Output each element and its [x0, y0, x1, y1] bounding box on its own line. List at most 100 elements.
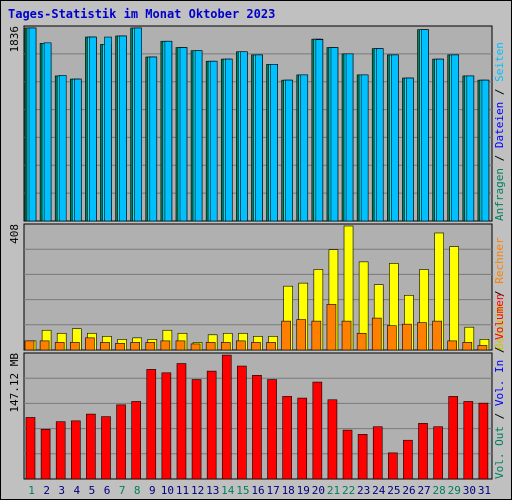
bar-volumen-day-11 — [176, 363, 187, 480]
bar-rechner-day-28 — [432, 320, 442, 351]
legend-entry: Vol. In — [493, 360, 506, 406]
bar-seiten-day-20 — [315, 39, 324, 222]
bar-volumen-day-12 — [191, 379, 202, 480]
bar-besuche-day-29 — [449, 246, 460, 351]
ylabel-visits: 408 — [8, 224, 21, 244]
bar-rechner-day-11 — [175, 340, 186, 351]
bar-rechner-day-30 — [462, 342, 473, 351]
bar-volumen-day-9 — [146, 369, 157, 480]
requests-bars — [24, 27, 490, 222]
bar-rechner-day-14 — [220, 342, 231, 351]
x-tick-label: 2 — [43, 484, 50, 497]
panel-visits — [23, 223, 493, 351]
bar-volumen-day-4 — [70, 420, 81, 480]
bar-volumen-day-26 — [403, 439, 413, 480]
x-tick-label: 29 — [448, 484, 461, 497]
bar-rechner-day-16 — [251, 342, 261, 351]
x-tick-label: 19 — [297, 484, 310, 497]
legend-entry: Rechner — [493, 237, 506, 284]
bar-rechner-day-17 — [266, 342, 276, 351]
bar-volumen-day-23 — [357, 434, 368, 480]
bar-seiten-day-29 — [451, 54, 460, 222]
x-tick-label: 1 — [28, 484, 35, 497]
x-tick-label: 5 — [89, 484, 96, 497]
volume-bars — [25, 354, 489, 480]
legend-entry: / — [493, 148, 506, 168]
bar-seiten-day-5 — [89, 36, 97, 222]
bar-volumen-day-6 — [101, 416, 111, 480]
x-tick-label: 20 — [312, 484, 325, 497]
bar-rechner-day-8 — [130, 342, 140, 351]
bar-rechner-day-20 — [311, 320, 322, 351]
bar-volumen-day-31 — [478, 402, 489, 480]
bar-volumen-day-7 — [116, 404, 126, 480]
x-tick-label: 13 — [206, 484, 219, 497]
x-tick-label: 12 — [191, 484, 204, 497]
bar-seiten-day-17 — [270, 64, 278, 222]
bar-seiten-day-21 — [330, 47, 339, 222]
bar-rechner-day-27 — [417, 322, 427, 351]
x-tick-label: 26 — [402, 484, 415, 497]
legend-entry: / — [493, 284, 506, 304]
bar-rechner-day-2 — [39, 340, 50, 351]
bar-seiten-day-30 — [466, 75, 475, 222]
bar-seiten-day-28 — [436, 58, 444, 222]
bar-volumen-day-10 — [161, 372, 172, 480]
bar-volumen-day-30 — [463, 401, 474, 480]
x-tick-label: 16 — [251, 484, 264, 497]
x-tick-label: 9 — [149, 484, 156, 497]
x-tick-label: 27 — [417, 484, 430, 497]
bar-seiten-day-23 — [360, 74, 369, 222]
bar-rechner-day-12 — [190, 343, 201, 351]
bar-seiten-day-14 — [224, 58, 233, 222]
bar-volumen-day-13 — [206, 370, 217, 480]
x-tick-label: 23 — [357, 484, 370, 497]
bar-rechner-day-6 — [100, 342, 110, 351]
bar-rechner-day-22 — [341, 320, 352, 351]
ylabel-volume: 147.12 MB — [8, 353, 21, 413]
bar-volumen-day-14 — [221, 354, 232, 480]
bar-seiten-day-8 — [134, 27, 142, 222]
bar-seiten-day-9 — [149, 56, 158, 222]
bar-volumen-day-22 — [342, 429, 353, 480]
x-tick-label: 25 — [387, 484, 400, 497]
x-tick-label: 6 — [104, 484, 111, 497]
bar-seiten-day-13 — [209, 60, 218, 222]
bar-rechner-day-18 — [281, 320, 291, 351]
bar-rechner-day-5 — [85, 337, 95, 351]
bar-volumen-day-27 — [418, 423, 428, 480]
bar-seiten-day-31 — [481, 79, 490, 222]
bar-seiten-day-1 — [28, 27, 37, 222]
bar-rechner-day-15 — [236, 340, 246, 351]
x-tick-label: 10 — [161, 484, 174, 497]
bar-volumen-day-17 — [267, 379, 277, 480]
visits-bars — [24, 225, 490, 351]
x-tick-label: 18 — [282, 484, 295, 497]
bar-seiten-day-4 — [73, 78, 82, 222]
bar-volumen-day-28 — [433, 426, 443, 480]
bar-seiten-day-6 — [104, 36, 112, 222]
bar-rechner-day-10 — [160, 340, 171, 351]
bar-rechner-day-19 — [296, 319, 307, 351]
legend-entry: Vol. Out — [493, 426, 506, 479]
bar-rechner-day-9 — [145, 342, 156, 351]
bar-rechner-day-1 — [24, 340, 35, 351]
bar-rechner-day-31 — [477, 345, 488, 351]
x-tick-label: 30 — [463, 484, 476, 497]
bar-volumen-day-5 — [86, 413, 96, 480]
bar-seiten-day-11 — [179, 47, 188, 222]
bar-volumen-day-25 — [388, 452, 398, 480]
legend-entry: Volumen — [493, 294, 506, 340]
x-tick-label: 8 — [134, 484, 141, 497]
bar-rechner-day-4 — [69, 342, 80, 351]
bar-rechner-day-7 — [115, 343, 125, 351]
bar-seiten-day-7 — [119, 35, 127, 222]
bar-rechner-day-13 — [205, 342, 216, 351]
x-axis-labels: 1 2 3 4 5 6 7 8 9 10 11 12 13 14 15 16 17 18 19 20 21 22 23 24 2… — [28, 484, 491, 497]
bar-seiten-day-24 — [375, 48, 384, 222]
bar-seiten-day-10 — [164, 40, 173, 222]
legend-entry: / — [493, 406, 506, 426]
x-tick-label: 31 — [478, 484, 491, 497]
bar-volumen-day-18 — [282, 396, 292, 480]
